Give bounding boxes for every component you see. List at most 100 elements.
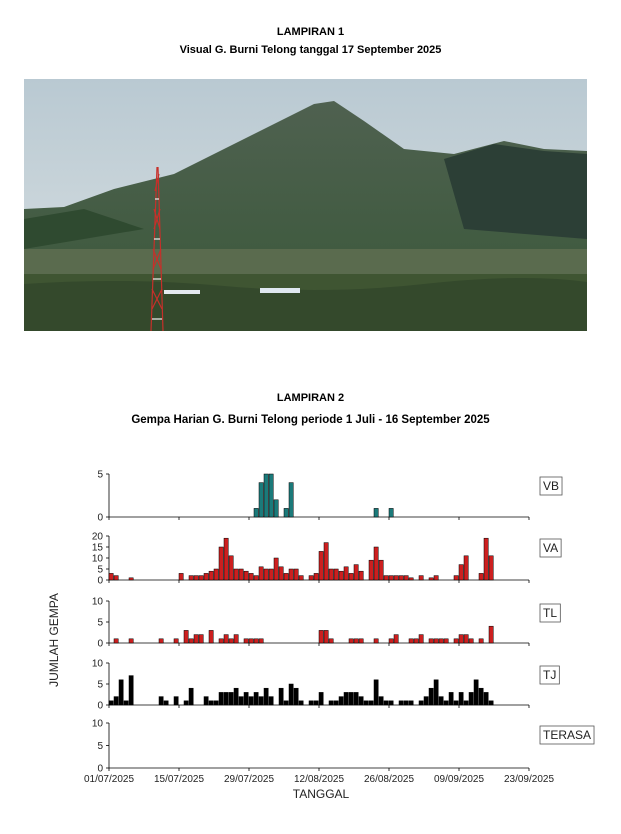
bar-tl [223,634,229,644]
bar-tj [483,692,489,706]
y-tick-label: 0 [97,513,103,524]
x-tick-label: 12/08/2025 [294,774,344,785]
y-tick-label: 10 [92,597,104,608]
bar-tl [373,638,379,644]
series-label-box [539,603,561,623]
bar-tj [343,692,349,706]
bar-tl [323,630,329,644]
bar-va [213,568,219,581]
y-tick-label: 0 [97,701,103,712]
series-label-tl: TL [543,606,557,620]
x-tick-label: 01/07/2025 [84,774,134,785]
y-tick-label: 5 [97,618,103,629]
bar-tl [158,638,164,644]
bar-va [403,575,409,581]
bar-tj [173,696,179,706]
bar-tl [208,630,214,644]
lampiran1-caption: Visual G. Burni Telong tanggal 17 Septem… [179,44,442,56]
bar-tj [423,696,429,706]
y-tick-label: 10 [92,719,104,730]
bar-tj [123,700,129,706]
bar-va [233,568,239,581]
bar-tj [313,700,319,706]
bar-tj [248,696,254,706]
earthquake-chart: 05VB05101520VA0510TL0510TJ0510TERASA01/0… [47,470,595,801]
bar-va [308,575,314,581]
bar-va [248,573,254,581]
bar-va [113,575,119,581]
bar-tj [438,696,444,706]
bar-tl [388,638,394,644]
x-tick-label: 29/07/2025 [224,774,274,785]
bar-tl [228,638,234,644]
y-tick-label: 5 [97,741,103,752]
bar-vb [253,508,259,518]
bar-tj [278,687,284,706]
bar-vb [283,508,289,518]
bar-tj [453,700,459,706]
bar-vb [288,482,294,518]
bar-tj [408,700,414,706]
bar-tj [338,696,344,706]
bar-tl [418,634,424,644]
x-tick-label: 26/08/2025 [364,774,414,785]
bar-vb [268,473,274,518]
bar-tj [443,700,449,706]
bar-tj [468,692,474,706]
bar-va [193,575,199,581]
series-label-terasa: TERASA [543,728,591,742]
bar-va [333,568,339,581]
series-label-va: VA [543,541,558,555]
bar-tj [478,687,484,706]
bar-va [398,575,404,581]
y-tick-label: 0 [97,764,103,775]
bar-tj [353,692,359,706]
bar-tj [108,700,114,706]
bar-tj [298,700,304,706]
bar-va [258,566,264,581]
bar-tj [418,700,424,706]
bar-tj [398,700,404,706]
bar-tj [253,692,259,706]
bar-tj [308,700,314,706]
bar-tj [388,700,394,706]
bar-va [428,577,434,581]
bar-tl [173,638,179,644]
bar-tj [238,696,244,706]
bar-tj [128,675,134,706]
bar-va [488,555,494,581]
bar-tl [218,638,224,644]
bar-va [358,570,364,581]
bar-va [478,573,484,581]
bar-va [338,570,344,581]
bar-tl [188,638,194,644]
bar-va [223,537,229,581]
bar-tj [358,696,364,706]
series-label-box [539,665,560,685]
x-axis-title: TANGGAL [293,787,350,801]
bar-va [388,575,394,581]
bar-va [463,555,469,581]
bar-tl [253,638,259,644]
bar-tj [228,692,234,706]
y-tick-label: 5 [97,680,103,691]
bar-va [203,573,209,581]
bar-tj [348,692,354,706]
bar-tj [368,700,374,706]
bar-tj [218,692,224,706]
bar-tl [488,625,494,644]
y-tick-label: 0 [97,576,103,587]
bar-va [298,575,304,581]
bar-va [313,573,319,581]
bar-tl [393,634,399,644]
bar-tj [288,683,294,706]
lampiran2-caption: Gempa Harian G. Burni Telong periode 1 J… [131,414,490,426]
bar-va [278,566,284,581]
bar-tj [383,700,389,706]
bar-va [318,551,324,581]
bar-tl [258,638,264,644]
bar-va [383,575,389,581]
bar-va [373,546,379,581]
bar-tj [223,692,229,706]
bar-va [418,575,424,581]
